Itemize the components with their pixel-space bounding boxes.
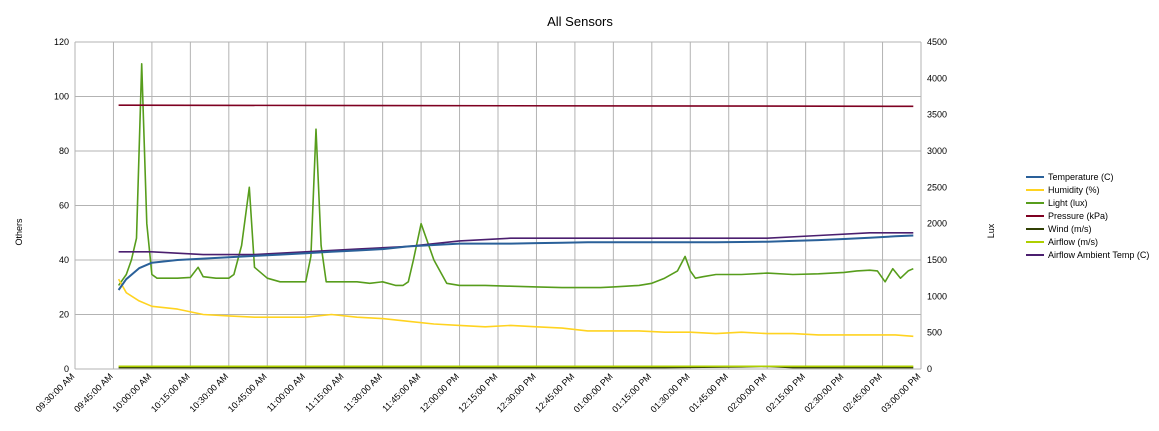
y-tick-left-4: 80 bbox=[59, 146, 69, 156]
y-tick-right-6: 3000 bbox=[927, 146, 947, 156]
y-tick-left-0: 0 bbox=[64, 364, 69, 374]
y-tick-left-1: 20 bbox=[59, 310, 69, 320]
y-tick-right-5: 2500 bbox=[927, 182, 947, 192]
y-axis-left-title: Others bbox=[14, 218, 24, 246]
series-line-2 bbox=[117, 62, 914, 289]
axes bbox=[74, 42, 922, 370]
y-tick-left-2: 40 bbox=[59, 255, 69, 265]
y-tick-right-2: 1000 bbox=[927, 291, 947, 301]
legend-label-4: Wind (m/s) bbox=[1048, 224, 1092, 234]
y-tick-right-0: 0 bbox=[927, 364, 932, 374]
y-tick-left-6: 120 bbox=[54, 37, 69, 47]
legend: Temperature (C) Humidity (%) Light (lux) Pr… bbox=[1026, 172, 1149, 260]
legend-label-1: Humidity (%) bbox=[1048, 185, 1100, 195]
legend-label-6: Airflow Ambient Temp (C) bbox=[1048, 250, 1149, 260]
series-layer bbox=[117, 62, 914, 369]
y-tick-right-1: 500 bbox=[927, 328, 942, 338]
y-tick-right-8: 4000 bbox=[927, 73, 947, 83]
legend-label-5: Airflow (m/s) bbox=[1048, 237, 1098, 247]
y-tick-right-7: 3500 bbox=[927, 110, 947, 120]
legend-label-2: Light (lux) bbox=[1048, 198, 1088, 208]
y-axis-right-ticks: 0 500 1000 1500 2000 2500 3000 3500 4000 4500 bbox=[927, 37, 947, 374]
legend-label-3: Pressure (kPa) bbox=[1048, 211, 1108, 221]
series-line-1 bbox=[117, 278, 914, 338]
y-tick-right-4: 2000 bbox=[927, 219, 947, 229]
y-tick-left-3: 60 bbox=[59, 201, 69, 211]
series-line-0 bbox=[117, 234, 914, 291]
y-tick-right-9: 4500 bbox=[927, 37, 947, 47]
series-line-3 bbox=[118, 104, 914, 108]
y-tick-left-5: 100 bbox=[54, 92, 69, 102]
y-axis-left-ticks: 0 20 40 60 80 100 120 bbox=[54, 37, 69, 374]
y-tick-right-3: 1500 bbox=[927, 255, 947, 265]
legend-label-0: Temperature (C) bbox=[1048, 172, 1114, 182]
series-line-6 bbox=[118, 232, 914, 256]
y-axis-right-title: Lux bbox=[986, 223, 996, 238]
chart-title: All Sensors bbox=[547, 14, 613, 29]
gridlines bbox=[74, 41, 922, 370]
